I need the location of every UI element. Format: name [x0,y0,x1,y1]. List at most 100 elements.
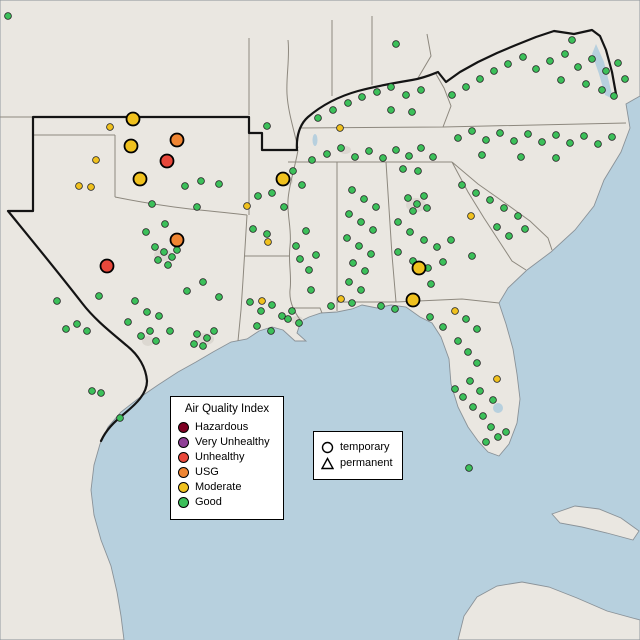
aqi-marker-good [199,342,207,350]
aqi-marker-good [215,293,223,301]
aqi-marker-good [406,228,414,236]
aqi-marker-good [181,182,189,190]
aqi-marker-good [193,330,201,338]
aqi-marker-good [337,144,345,152]
legend-item-label: Unhealthy [195,450,245,463]
aqi-marker-good [408,108,416,116]
aqi-legend: Air Quality Index Hazardous Very Unhealth… [170,396,284,520]
aqi-marker-good [53,297,61,305]
aqi-marker-good [394,218,402,226]
aqi-marker-good [464,348,472,356]
aqi-marker-good [387,83,395,91]
aqi-marker-good [588,55,596,63]
aqi-marker-good [365,147,373,155]
aqi-marker-good [574,63,582,71]
aqi-marker-good [355,242,363,250]
aqi-marker-good [379,154,387,162]
aqi-marker-good [292,242,300,250]
aqi-marker-moderate [123,138,139,154]
aqi-marker-good [203,334,211,342]
aqi-marker-good [502,428,510,436]
aqi-marker-good [487,423,495,431]
aqi-marker-good [608,133,616,141]
aqi-marker-good [580,132,588,140]
aqi-marker-good [284,315,292,323]
aqi-marker-good [414,167,422,175]
aqi-marker-good [426,313,434,321]
aqi-marker-good [168,253,176,261]
aqi-marker-good [391,305,399,313]
aqi-marker-good [254,192,262,200]
aqi-marker-good [519,53,527,61]
aqi-swatch-usg [178,466,189,478]
aqi-swatch-hazardous [178,421,189,433]
aqi-marker-good [538,138,546,146]
aqi-marker-good [146,327,154,335]
aqi-marker-good [439,323,447,331]
aqi-marker-good [308,156,316,164]
aqi-marker-good [97,389,105,397]
aqi-marker-good [557,76,565,84]
legend-item-temporary: temporary [321,441,395,454]
aqi-marker-good [329,106,337,114]
aqi-marker-good [405,152,413,160]
aqi-marker-good [142,228,150,236]
aqi-marker-unhealthy [159,153,175,169]
aqi-marker-good [327,302,335,310]
aqi-marker-good [517,153,525,161]
region-boundary [6,28,618,443]
aqi-marker-good [473,359,481,367]
station-type-legend: temporary permanent [313,431,403,480]
aqi-marker-good [349,259,357,267]
aqi-marker-good [493,223,501,231]
aqi-marker-good [447,236,455,244]
aqi-marker-good [423,204,431,212]
aqi-marker-good [345,210,353,218]
aqi-marker-good [566,139,574,147]
aqi-marker-good [546,57,554,65]
aqi-marker-good [4,12,12,20]
aqi-marker-good [413,200,421,208]
aqi-marker-good [345,278,353,286]
aqi-marker-good [514,212,522,220]
aqi-marker-moderate [75,182,83,190]
aqi-marker-good [348,299,356,307]
aqi-marker-good [402,91,410,99]
aqi-marker-good [190,340,198,348]
aqi-marker-good [469,403,477,411]
legend-item-label: temporary [340,441,390,453]
aqi-marker-usg [169,132,185,148]
aqi-marker-good [459,393,467,401]
aqi-marker-good [295,319,303,327]
aqi-marker-good [296,255,304,263]
aqi-marker-moderate [451,307,459,315]
legend-item-label: USG [195,465,219,478]
legend-item-good: Good [178,496,276,508]
aqi-marker-good [482,136,490,144]
aqi-marker-good [88,387,96,395]
aqi-marker-good [409,207,417,215]
aqi-swatch-unhealthy [178,451,189,463]
aqi-marker-usg [169,232,185,248]
aqi-marker-good [473,325,481,333]
legend-item-label: Moderate [195,480,242,493]
aqi-marker-moderate [275,171,291,187]
aqi-marker-good [486,196,494,204]
aqi-marker-good [83,327,91,335]
aqi-marker-good [524,130,532,138]
aqi-marker-good [358,93,366,101]
aqi-marker-good [73,320,81,328]
aqi-marker-moderate [243,202,251,210]
lakes [312,134,503,413]
aqi-marker-good [154,256,162,264]
aqi-marker-good [160,248,168,256]
legend-item-label: Hazardous [195,420,249,433]
aqi-marker-good [268,301,276,309]
aqi-marker-good [532,65,540,73]
aqi-marker-good [465,464,473,472]
aqi-marker-good [561,50,569,58]
aqi-marker-good [278,312,286,320]
aqi-marker-good [343,234,351,242]
aqi-marker-good [466,377,474,385]
